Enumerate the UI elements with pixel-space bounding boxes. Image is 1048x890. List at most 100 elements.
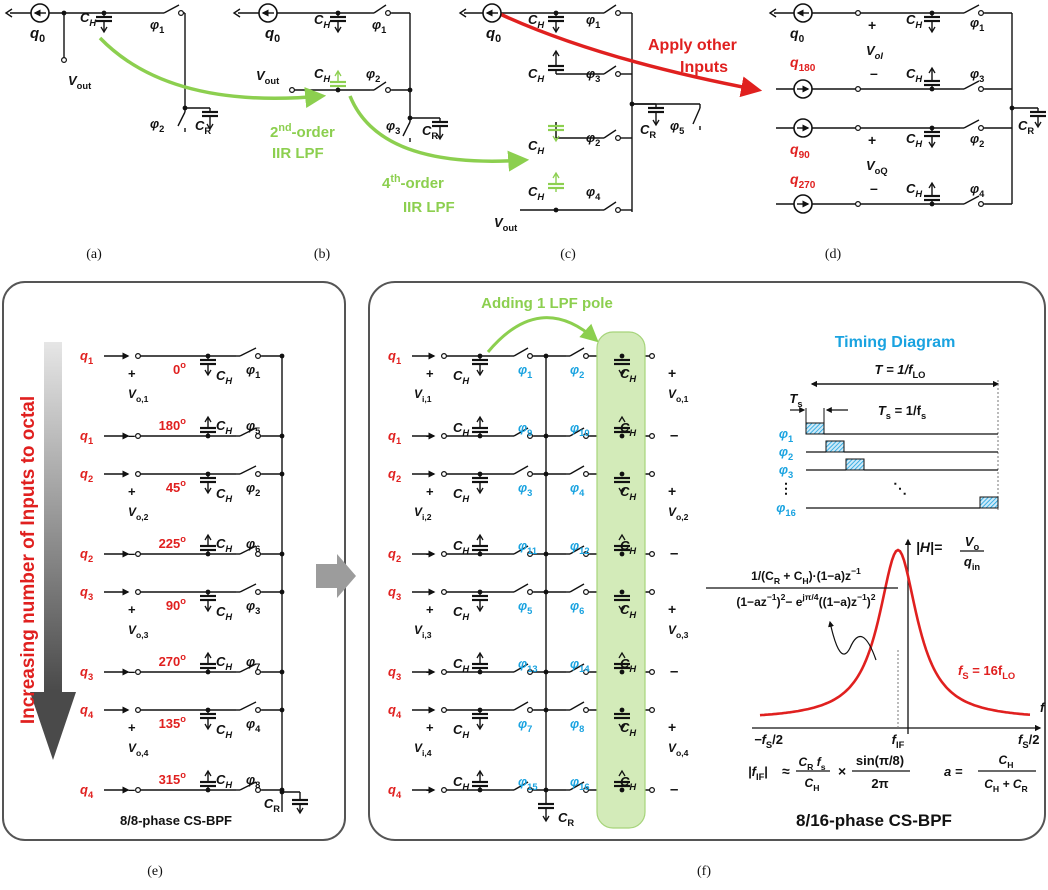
junction-dot: [279, 707, 285, 713]
junction-dot: [279, 433, 285, 439]
phase-label: φ4: [586, 184, 601, 202]
terminal: [255, 706, 262, 713]
switch-icon: [513, 427, 529, 437]
terminal: [135, 353, 142, 360]
terminal: [614, 135, 621, 142]
switch-icon: [603, 65, 617, 75]
junction-dot: [477, 353, 483, 359]
terminal: [441, 471, 448, 478]
ch-label: CH: [620, 720, 636, 738]
minus-sign: –: [128, 782, 135, 797]
junction-dot: [619, 669, 625, 675]
frac1-den: CH: [805, 776, 820, 793]
terminal: [135, 550, 142, 557]
panel-e-frame: [2, 281, 346, 841]
terminal: [526, 786, 533, 793]
ch-label: CH: [453, 774, 469, 792]
phase-label: φ15: [518, 774, 538, 792]
ch-label: CH: [906, 131, 922, 149]
junction-dot: [477, 471, 483, 477]
plus-sign: +: [128, 720, 136, 735]
terminal: [135, 433, 142, 440]
phase-label: φ1: [518, 362, 532, 380]
ground-arrow-icon: [618, 723, 626, 731]
plus-sign: +: [426, 602, 434, 617]
switch-icon: [569, 781, 585, 791]
ground-arrow-icon: [542, 815, 550, 823]
terminal: [648, 706, 655, 713]
cr-label: CR: [558, 810, 574, 828]
ch-label: CH: [453, 368, 469, 386]
terminal: [135, 471, 142, 478]
vi-label: Vi,4: [414, 741, 432, 758]
terminal: [178, 10, 185, 17]
plus-sign: +: [668, 365, 676, 381]
junction-dot: [205, 787, 211, 793]
terminal: [648, 786, 655, 793]
ch-label: CH: [620, 538, 636, 556]
cr-label: CR: [195, 118, 211, 136]
switch-icon: [963, 195, 980, 205]
switch-icon: [513, 583, 529, 593]
terminal: [977, 85, 984, 92]
frac1-num: CR fs: [798, 755, 825, 772]
terminal: [255, 433, 262, 440]
switch-icon: [603, 129, 617, 139]
junction-dot: [619, 353, 625, 359]
input-q-label: q0: [790, 25, 805, 45]
junction-dot: [477, 433, 483, 439]
ch-label: CH: [314, 66, 330, 84]
input-q-label: q4: [80, 782, 94, 800]
minus-sign: –: [670, 663, 678, 680]
minus-sign: –: [128, 428, 135, 443]
timing-phase-label: φ3: [779, 462, 793, 480]
green-arrow-2: [348, 95, 530, 172]
q0-label: q0: [486, 25, 501, 45]
junction-dot: [335, 87, 341, 93]
plus-sign: +: [128, 602, 136, 617]
input-q-label: q4: [388, 782, 402, 800]
phase-label: φ9: [518, 420, 532, 438]
caption-a: (a): [86, 247, 102, 262]
terminal: [289, 86, 296, 93]
phase-label: φ6: [246, 536, 260, 554]
ch-label: CH: [453, 486, 469, 504]
ch-label: CH: [453, 538, 469, 556]
plus-sign: +: [668, 483, 676, 499]
junction-dot: [477, 707, 483, 713]
ground-arrow-icon: [928, 181, 936, 189]
ground-arrow-icon: [334, 69, 342, 77]
terminal: [648, 433, 655, 440]
green-arrow-pole: [486, 316, 599, 353]
terminal: [854, 10, 861, 17]
adding-pole-label: Adding 1 LPF pole: [481, 295, 613, 312]
pulse: [979, 496, 999, 509]
ch-label: CH: [906, 12, 922, 30]
ch-label: CH: [620, 602, 636, 620]
voq-label: VoQ: [866, 158, 888, 176]
pulse: [805, 422, 825, 435]
junction-dot: [929, 10, 935, 16]
minus-sign: –: [426, 782, 433, 797]
switch-icon: [239, 465, 257, 475]
output-arrow-icon: [768, 8, 777, 18]
phase-label: φ3: [386, 118, 400, 136]
ground-arrow-icon: [476, 533, 484, 541]
vi-label: Vi,2: [414, 505, 432, 522]
caption-b: (b): [314, 247, 331, 262]
ch-label: CH: [216, 604, 232, 622]
terminal: [135, 786, 142, 793]
ch-label: CH: [453, 722, 469, 740]
output-arrow-icon: [4, 8, 13, 18]
timing-title: Timing Diagram: [835, 334, 956, 351]
terminal: [648, 668, 655, 675]
terminal: [526, 550, 533, 557]
terminal: [255, 353, 262, 360]
terminal: [255, 588, 262, 595]
ground-arrow-icon: [552, 135, 560, 143]
junction-dot: [407, 87, 413, 93]
minus-sign: –: [870, 65, 878, 81]
plus-sign: +: [426, 366, 434, 381]
ch-label: CH: [453, 604, 469, 622]
timing-phase-label: φ16: [776, 500, 796, 518]
